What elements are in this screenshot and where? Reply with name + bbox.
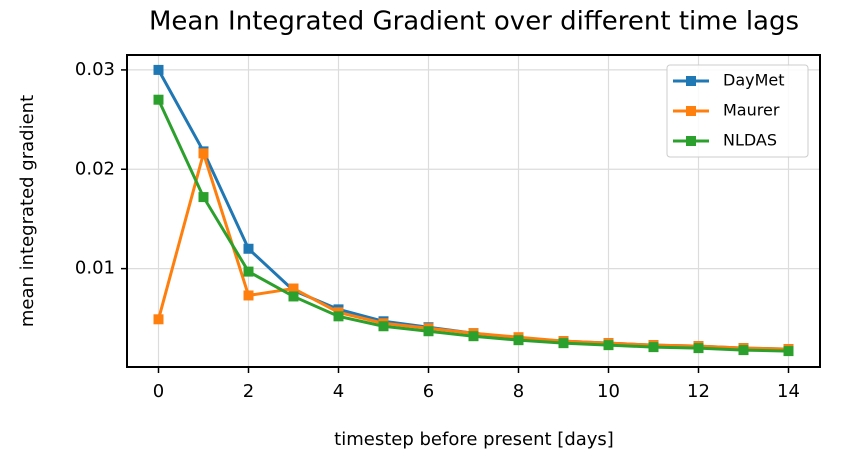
chart-title: Mean Integrated Gradient over different … [149,7,799,37]
marker [288,291,299,302]
marker [558,338,569,349]
x-tick-label: 10 [597,381,620,402]
legend-label: NLDAS [723,131,777,150]
marker [738,345,749,356]
legend-box [666,64,809,158]
x-tick-label: 8 [513,381,524,402]
marker [783,346,794,357]
marker [153,314,164,325]
marker [243,243,254,254]
marker [288,283,299,294]
marker [153,64,164,75]
legend-label: DayMet [723,71,785,90]
marker [423,326,434,337]
legend-label: Maurer [723,101,780,120]
x-axis-label: timestep before present [days] [334,429,614,450]
marker [603,340,614,351]
legend-marker [686,76,696,86]
marker [153,94,164,105]
marker [333,311,344,322]
legend-marker [686,106,696,116]
x-tick-label: 14 [777,381,800,402]
plot-frame [126,54,821,368]
marker [648,342,659,353]
x-tick-label: 6 [423,381,434,402]
x-tick-label: 12 [687,381,710,402]
marker [513,335,524,346]
marker [693,343,704,354]
y-tick-label: 0.03 [75,59,115,80]
y-axis-label: mean integrated gradient [17,95,38,327]
marker [468,331,479,342]
marker [243,290,254,301]
marker [378,321,389,332]
x-tick-label: 4 [333,381,344,402]
y-tick-label: 0.02 [75,158,115,179]
x-tick-label: 2 [243,381,254,402]
y-tick-label: 0.01 [75,258,115,279]
marker [198,192,209,203]
marker [243,266,254,277]
marker [198,148,209,159]
x-tick-label: 0 [153,381,164,402]
legend-marker [686,136,696,146]
